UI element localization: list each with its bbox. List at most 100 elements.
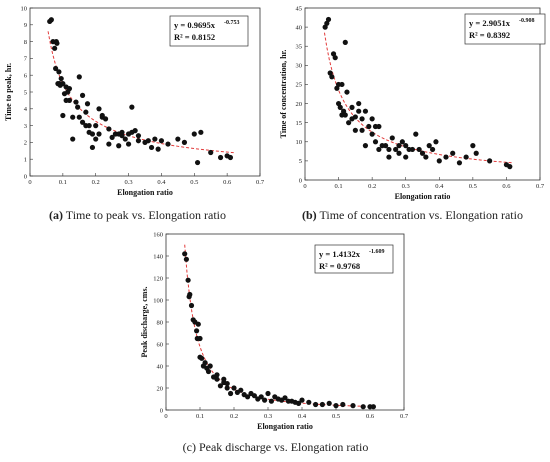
- data-point: [329, 74, 335, 80]
- data-point: [89, 144, 96, 151]
- data-point: [296, 400, 302, 406]
- data-point: [403, 143, 409, 149]
- x-tick-label: 0.6: [366, 413, 375, 420]
- data-point: [119, 129, 125, 135]
- data-point: [356, 100, 362, 107]
- equation-text: y = 2.9051x: [469, 18, 511, 28]
- x-tick-label: 0.5: [469, 183, 477, 190]
- x-tick-label: 0.3: [402, 183, 410, 190]
- x-tick-label: 0.6: [502, 183, 511, 190]
- data-point: [470, 143, 476, 149]
- data-point: [70, 136, 76, 142]
- x-tick-label: 0.7: [256, 179, 265, 186]
- x-tick-label: 0.1: [335, 183, 343, 190]
- x-tick-label: 0.2: [92, 179, 100, 186]
- data-point: [148, 144, 155, 151]
- data-point: [125, 141, 132, 147]
- data-point: [58, 75, 64, 82]
- y-tick-label: 5: [24, 89, 27, 96]
- data-point: [60, 81, 66, 87]
- x-tick-label: 0.6: [223, 179, 232, 186]
- x-tick-label: 0.1: [59, 179, 67, 186]
- data-point: [217, 383, 223, 389]
- data-point: [198, 129, 204, 135]
- x-tick-label: 0.4: [157, 179, 166, 186]
- data-point: [227, 154, 234, 161]
- data-point: [396, 143, 402, 149]
- equation-text: y = 0.9695x: [174, 20, 216, 30]
- x-tick-label: 0: [303, 183, 306, 190]
- data-point: [76, 74, 82, 80]
- y-tick-label: 2: [24, 140, 27, 147]
- y-tick-label: 6: [24, 73, 28, 80]
- data-point: [194, 159, 201, 166]
- x-tick-label: 0.7: [400, 413, 409, 420]
- data-point: [258, 394, 264, 400]
- data-point: [356, 108, 362, 114]
- plot-area: [304, 7, 541, 181]
- r-squared-text: R² = 0.8392: [469, 30, 510, 40]
- data-point: [352, 114, 358, 120]
- y-tick-label: 80: [157, 319, 164, 326]
- data-point: [359, 116, 365, 122]
- data-point: [386, 154, 392, 160]
- data-point: [396, 150, 402, 156]
- data-point: [155, 146, 161, 152]
- data-point: [473, 150, 479, 156]
- data-point: [106, 126, 112, 132]
- data-point: [224, 385, 230, 391]
- data-point: [251, 393, 257, 399]
- equation-exponent: -1.609: [369, 249, 385, 255]
- data-point: [399, 139, 405, 145]
- data-point: [132, 128, 138, 134]
- x-axis-label: Elongation ratio: [395, 192, 451, 201]
- data-point: [73, 99, 79, 105]
- data-point: [217, 154, 224, 161]
- data-point: [337, 104, 343, 110]
- y-tick-label: 45: [296, 5, 303, 12]
- data-point: [175, 136, 181, 142]
- y-tick-label: 7: [24, 56, 28, 63]
- x-tick-label: 0.3: [125, 179, 133, 186]
- y-tick-label: 10: [296, 139, 303, 146]
- data-point: [456, 160, 463, 166]
- data-point: [342, 39, 348, 46]
- data-point: [359, 127, 365, 133]
- data-point: [450, 150, 456, 156]
- data-point: [66, 86, 73, 92]
- data-point: [205, 368, 212, 375]
- data-point: [352, 127, 358, 133]
- data-point: [79, 92, 86, 98]
- data-point: [443, 154, 449, 160]
- chart-panel-a: 0 0.1 0.2 0.3 0.4 0.5 0.6 0.7 0 1 2 3 4 5 6 7 8 9 10 Elonga…: [0, 0, 275, 205]
- data-point: [389, 135, 395, 141]
- x-tick-label: 0.5: [332, 413, 340, 420]
- y-tick-label: 0: [160, 407, 163, 414]
- data-point: [268, 398, 274, 404]
- x-tick-label: 0.2: [368, 183, 376, 190]
- data-point: [332, 55, 338, 61]
- y-tick-label: 40: [157, 363, 164, 370]
- data-point: [197, 335, 203, 342]
- data-point: [386, 146, 392, 153]
- data-point: [187, 291, 193, 298]
- equation-exponent: -0.908: [519, 18, 535, 24]
- y-tick-label: 120: [153, 275, 163, 282]
- caption-b-text: Time of concentration vs. Elongation rat…: [316, 208, 523, 222]
- data-point: [426, 143, 432, 149]
- data-point: [429, 146, 436, 153]
- data-point: [436, 158, 442, 164]
- caption-b-letter: (b): [302, 208, 317, 222]
- equation-box: [169, 15, 249, 47]
- data-point: [238, 387, 244, 393]
- data-point: [185, 277, 191, 283]
- x-axis-label: Elongation ratio: [257, 422, 313, 431]
- data-point: [89, 131, 96, 137]
- data-point: [165, 141, 171, 147]
- chart-panel-c: 0 0.1 0.2 0.3 0.4 0.5 0.6 0.7 0 20 40 60 80 100 120 140…: [138, 228, 413, 438]
- y-tick-label: 10: [21, 5, 28, 12]
- data-point: [195, 321, 201, 327]
- data-point: [370, 404, 376, 410]
- data-point: [96, 106, 102, 112]
- data-point: [145, 138, 151, 144]
